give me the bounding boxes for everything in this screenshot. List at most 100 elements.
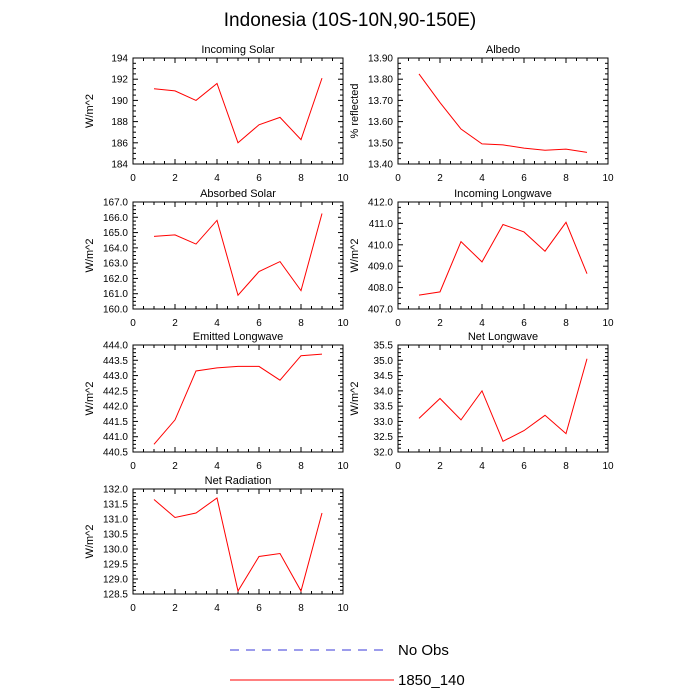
y-tick-label: 190	[111, 96, 128, 107]
panel-title-incoming-solar: Incoming Solar	[201, 44, 275, 56]
x-tick-label: 8	[563, 173, 569, 184]
y-tick-label: 184	[111, 160, 128, 171]
x-tick-label: 2	[172, 461, 178, 472]
plot-frame	[132, 488, 344, 595]
y-tick-label: 130.5	[103, 530, 128, 541]
legend-label-no-obs: No Obs	[398, 642, 449, 659]
y-tick-label: 441.5	[103, 417, 128, 428]
y-tick-label: 442.0	[103, 402, 128, 413]
legend-label-1850-140: 1850_140	[398, 672, 465, 689]
y-axis-label-incoming-solar: W/m^2	[84, 94, 96, 128]
plot-frame	[132, 201, 344, 310]
y-tick-label: 186	[111, 138, 128, 149]
legend: No Obs 1850_140	[230, 642, 465, 689]
x-tick-label: 6	[256, 461, 262, 472]
y-tick-label: 188	[111, 117, 128, 128]
panel-title-emitted-longwave: Emitted Longwave	[193, 331, 284, 343]
plot-frame	[397, 201, 609, 310]
x-tick-label: 6	[256, 603, 262, 614]
x-tick-label: 10	[337, 173, 349, 184]
x-tick-label: 8	[298, 603, 304, 614]
y-tick-label: 444.0	[103, 341, 128, 352]
x-tick-label: 4	[479, 461, 485, 472]
x-tick-label: 0	[395, 461, 401, 472]
y-tick-label: 35.5	[374, 341, 394, 352]
y-tick-label: 13.50	[368, 138, 393, 149]
x-tick-label: 4	[479, 173, 485, 184]
y-tick-label: 13.90	[368, 54, 393, 65]
y-axis-label-albedo: % reflected	[349, 83, 361, 138]
y-tick-label: 166.0	[103, 213, 128, 224]
series-line-1850-140	[153, 77, 323, 144]
series-line-1850-140	[153, 213, 323, 297]
x-tick-label: 8	[298, 318, 304, 329]
y-tick-label: 163.0	[103, 259, 128, 270]
y-tick-label: 407.0	[368, 305, 393, 316]
x-tick-label: 10	[602, 318, 614, 329]
x-tick-label: 10	[602, 461, 614, 472]
y-tick-label: 443.5	[103, 356, 128, 367]
y-tick-label: 408.0	[368, 283, 393, 294]
y-tick-label: 410.0	[368, 240, 393, 251]
y-tick-label: 129.0	[103, 575, 128, 586]
x-tick-label: 6	[521, 318, 527, 329]
y-tick-label: 442.5	[103, 386, 128, 397]
y-tick-label: 34.5	[374, 371, 394, 382]
y-tick-label: 440.5	[103, 448, 128, 459]
x-tick-label: 4	[214, 318, 220, 329]
y-tick-label: 13.40	[368, 160, 393, 171]
figure-title: Indonesia (10S-10N,90-150E)	[224, 10, 476, 31]
x-tick-label: 0	[395, 318, 401, 329]
y-tick-label: 161.0	[103, 289, 128, 300]
x-tick-label: 4	[479, 318, 485, 329]
y-tick-label: 13.70	[368, 96, 393, 107]
panel-title-incoming-longwave: Incoming Longwave	[454, 188, 552, 200]
x-tick-label: 8	[563, 461, 569, 472]
y-tick-label: 409.0	[368, 262, 393, 273]
panel-net-longwave: Net Longwave W/m^2 0 2 4 6 8 10 32.0 32.5 33.0 33.5…	[349, 331, 614, 472]
x-tick-label: 2	[437, 173, 443, 184]
x-tick-label: 0	[130, 461, 136, 472]
y-tick-label: 129.5	[103, 560, 128, 571]
x-tick-label: 0	[130, 603, 136, 614]
panel-title-net-radiation: Net Radiation	[205, 475, 272, 487]
y-tick-label: 162.0	[103, 274, 128, 285]
y-tick-label: 167.0	[103, 198, 128, 209]
y-tick-label: 13.80	[368, 75, 393, 86]
panel-title-net-longwave: Net Longwave	[468, 331, 538, 343]
y-tick-label: 192	[111, 75, 128, 86]
y-tick-label: 33.5	[374, 402, 394, 413]
x-tick-label: 6	[256, 318, 262, 329]
x-tick-label: 8	[298, 461, 304, 472]
x-tick-label: 6	[521, 173, 527, 184]
x-tick-label: 10	[337, 603, 349, 614]
plot-frame	[397, 57, 609, 165]
x-tick-label: 10	[337, 318, 349, 329]
plot-frame	[132, 57, 344, 165]
x-tick-label: 2	[437, 318, 443, 329]
y-tick-label: 194	[111, 54, 128, 65]
panel-emitted-longwave: Emitted Longwave W/m^2 0 2 4 6 8 10 440.5 441.0 44…	[84, 331, 349, 472]
series-line-1850-140	[153, 497, 323, 593]
y-axis-label-net-radiation: W/m^2	[84, 525, 96, 559]
panel-incoming-solar: Incoming Solar W/m^2 0 2 4 6 8 10 184 186 188 190 19…	[84, 44, 349, 184]
series-line-1850-140	[418, 358, 588, 442]
panel-title-absorbed-solar: Absorbed Solar	[200, 188, 276, 200]
y-tick-label: 443.0	[103, 371, 128, 382]
y-tick-label: 412.0	[368, 198, 393, 209]
x-tick-label: 2	[172, 173, 178, 184]
x-tick-label: 4	[214, 603, 220, 614]
panel-title-albedo: Albedo	[486, 44, 520, 56]
x-tick-label: 0	[130, 318, 136, 329]
x-tick-label: 8	[563, 318, 569, 329]
y-tick-label: 34.0	[374, 386, 394, 397]
y-axis-label-absorbed-solar: W/m^2	[84, 239, 96, 273]
y-axis-label-emitted-longwave: W/m^2	[84, 382, 96, 416]
x-tick-label: 2	[172, 318, 178, 329]
series-line-1850-140	[418, 221, 588, 296]
x-tick-label: 2	[172, 603, 178, 614]
y-tick-label: 131.0	[103, 515, 128, 526]
series-line-1850-140	[418, 73, 588, 153]
y-tick-label: 165.0	[103, 228, 128, 239]
